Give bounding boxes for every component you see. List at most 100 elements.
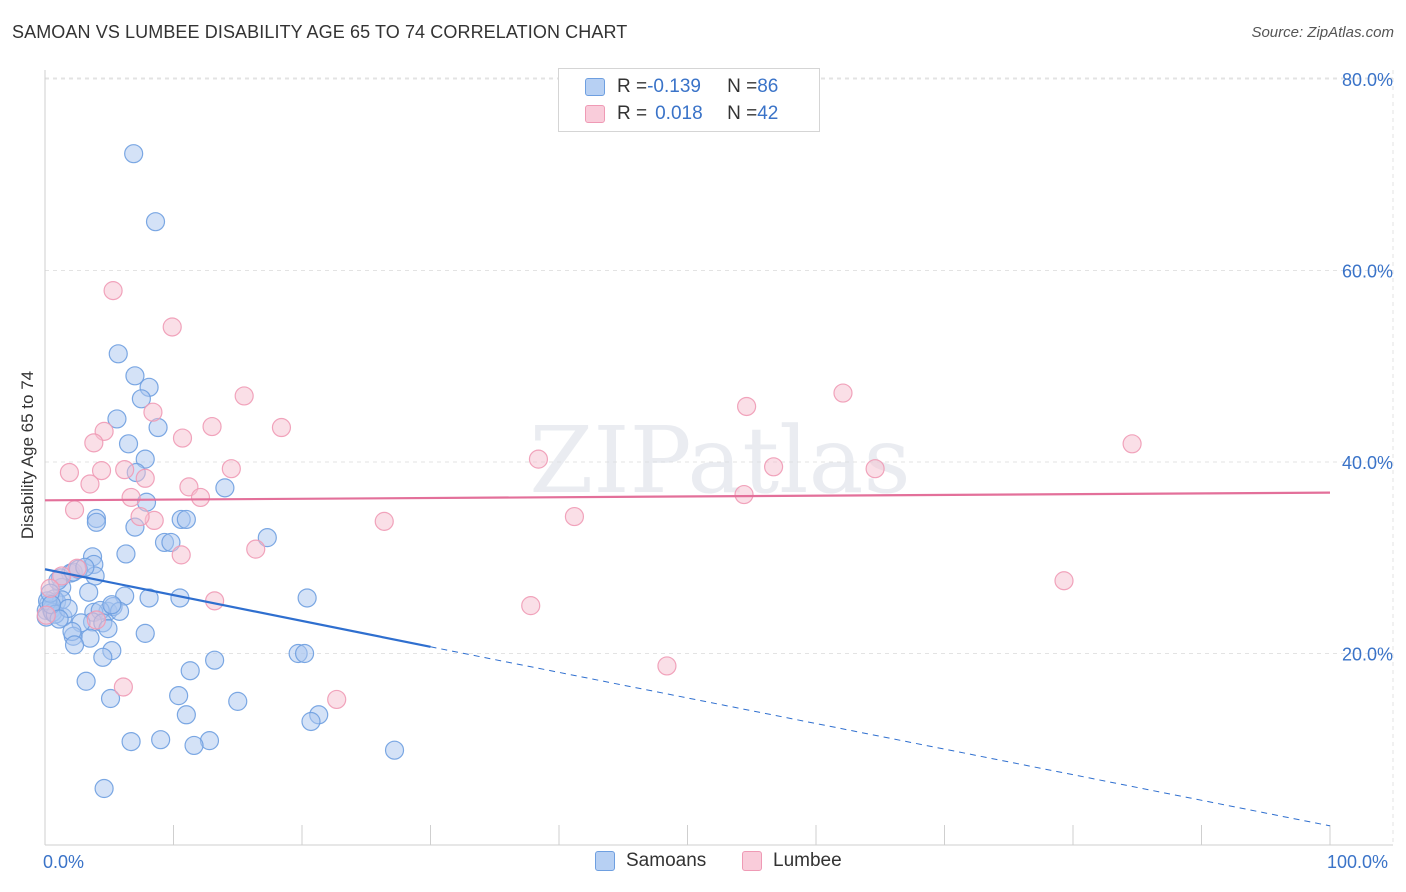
lumbee-swatch-icon <box>585 105 605 123</box>
lumbee-point-1 <box>162 317 182 337</box>
samoans-point-57 <box>64 635 85 655</box>
samoans-point-65 <box>169 686 189 706</box>
samoans-point-60 <box>205 650 225 670</box>
lumbee-point-17 <box>190 487 211 508</box>
y-tick-label-40: 40.0% <box>1342 453 1393 473</box>
lumbee-r-value: 0.018 <box>655 103 703 124</box>
lumbee-point-0 <box>103 281 123 301</box>
lumbee-point-30 <box>36 605 56 625</box>
lumbee-point-14 <box>80 474 100 494</box>
lumbee-point-7 <box>172 428 193 448</box>
samoans-point-22 <box>116 544 136 564</box>
lumbee-point-9 <box>59 462 80 483</box>
samoans-point-63 <box>180 661 200 681</box>
lumbee-point-35 <box>528 449 549 469</box>
samoans-point-18 <box>257 528 277 548</box>
lumbee-point-24 <box>171 545 191 565</box>
samoans-point-68 <box>176 705 196 725</box>
samoans-point-67 <box>228 691 248 711</box>
data-points <box>36 144 1142 799</box>
lumbee-point-3 <box>143 402 163 422</box>
samoans-point-8 <box>118 434 139 454</box>
samoans-point-16 <box>86 512 107 532</box>
samoans-point-2 <box>108 344 128 364</box>
lumbee-legend-swatch-icon <box>742 851 762 871</box>
samoans-r-value: -0.139 <box>647 76 701 97</box>
lumbee-point-42 <box>1122 434 1142 454</box>
samoans-point-74 <box>184 735 204 756</box>
samoans-point-5 <box>131 389 151 409</box>
lumbee-point-5 <box>202 416 222 437</box>
chart-title: SAMOAN VS LUMBEE DISABILITY AGE 65 TO 74… <box>12 22 628 42</box>
lumbee-r-label: R = <box>617 103 648 124</box>
lumbee-point-31 <box>86 610 107 630</box>
lumbee-point-27 <box>40 578 60 598</box>
lumbee-point-23 <box>246 539 266 559</box>
y-tick-labels: 20.0% 40.0% 60.0% 80.0% <box>1342 70 1393 665</box>
samoans-point-70 <box>301 711 321 732</box>
samoans-point-11 <box>215 478 235 498</box>
x-tick-label-max: 100.0% <box>1327 852 1389 872</box>
samoans-point-20 <box>161 532 181 553</box>
samoans-r-label: R = <box>617 76 648 97</box>
samoans-trend-line <box>44 568 431 648</box>
lumbee-point-33 <box>327 689 347 710</box>
legend-item-samoans[interactable]: Samoans <box>595 850 706 872</box>
samoans-legend-swatch-icon <box>595 851 615 871</box>
trend-lines <box>44 491 1331 827</box>
samoans-swatch-icon <box>585 78 605 96</box>
lumbee-point-25 <box>67 558 87 578</box>
lumbee-point-40 <box>865 459 885 479</box>
lumbee-point-22 <box>564 506 585 527</box>
samoans-point-41 <box>139 588 159 608</box>
lumbee-point-41 <box>1054 571 1074 591</box>
lumbee-trend-line <box>44 491 1331 502</box>
samoans-point-71 <box>121 731 141 752</box>
lumbee-point-32 <box>113 677 133 697</box>
lumbee-point-21 <box>374 511 394 531</box>
lumbee-point-12 <box>221 459 241 479</box>
y-axis-label: Disability Age 65 to 74 <box>18 370 37 540</box>
samoans-point-72 <box>151 730 171 750</box>
legend-label-lumbee: Lumbee <box>773 850 842 871</box>
lumbee-point-39 <box>833 383 853 403</box>
samoans-point-75 <box>384 740 405 760</box>
lumbee-point-38 <box>734 484 754 505</box>
lumbee-point-10 <box>91 461 112 481</box>
legend-label-samoans: Samoans <box>626 850 707 871</box>
samoans-point-53 <box>135 623 155 643</box>
samoans-point-6 <box>107 409 127 429</box>
x-tick-label-min: 0.0% <box>43 852 85 872</box>
lumbee-point-37 <box>763 457 784 477</box>
axes <box>44 70 1393 846</box>
samoans-point-15 <box>176 509 196 530</box>
samoans-point-62 <box>294 643 315 664</box>
samoans-point-43 <box>297 588 317 608</box>
lumbee-point-19 <box>130 506 150 527</box>
correlation-legend: R = -0.139 N = 86 R = 0.018 N = 42 <box>558 68 820 132</box>
samoans-point-0 <box>124 144 144 164</box>
lumbee-point-4 <box>271 417 292 438</box>
lumbee-point-2 <box>234 386 254 406</box>
samoans-trend-line-extension <box>430 646 1331 827</box>
source-label: Source: ZipAtlas.com <box>1251 24 1394 41</box>
samoans-point-9 <box>135 449 155 469</box>
lumbee-n-value: 42 <box>757 103 779 124</box>
y-tick-label-60: 60.0% <box>1342 262 1393 282</box>
samoans-point-64 <box>76 671 96 691</box>
legend-item-lumbee[interactable]: Lumbee <box>742 850 842 872</box>
lumbee-point-13 <box>135 468 155 488</box>
lumbee-point-16 <box>121 487 141 508</box>
series-legend: Samoans Lumbee <box>0 850 1406 880</box>
samoans-point-1 <box>145 212 166 232</box>
lumbee-point-8 <box>84 433 104 453</box>
lumbee-point-20 <box>64 500 85 520</box>
lumbee-n-label: N = <box>727 103 758 124</box>
samoans-point-3 <box>125 366 145 386</box>
y-tick-label-20: 20.0% <box>1342 645 1393 665</box>
legend-row-samoans: R = -0.139 N = 86 <box>585 75 778 99</box>
samoans-point-59 <box>93 647 113 667</box>
lumbee-point-29 <box>521 596 541 616</box>
samoans-n-label: N = <box>727 76 758 97</box>
y-tick-label-80: 80.0% <box>1342 70 1393 90</box>
